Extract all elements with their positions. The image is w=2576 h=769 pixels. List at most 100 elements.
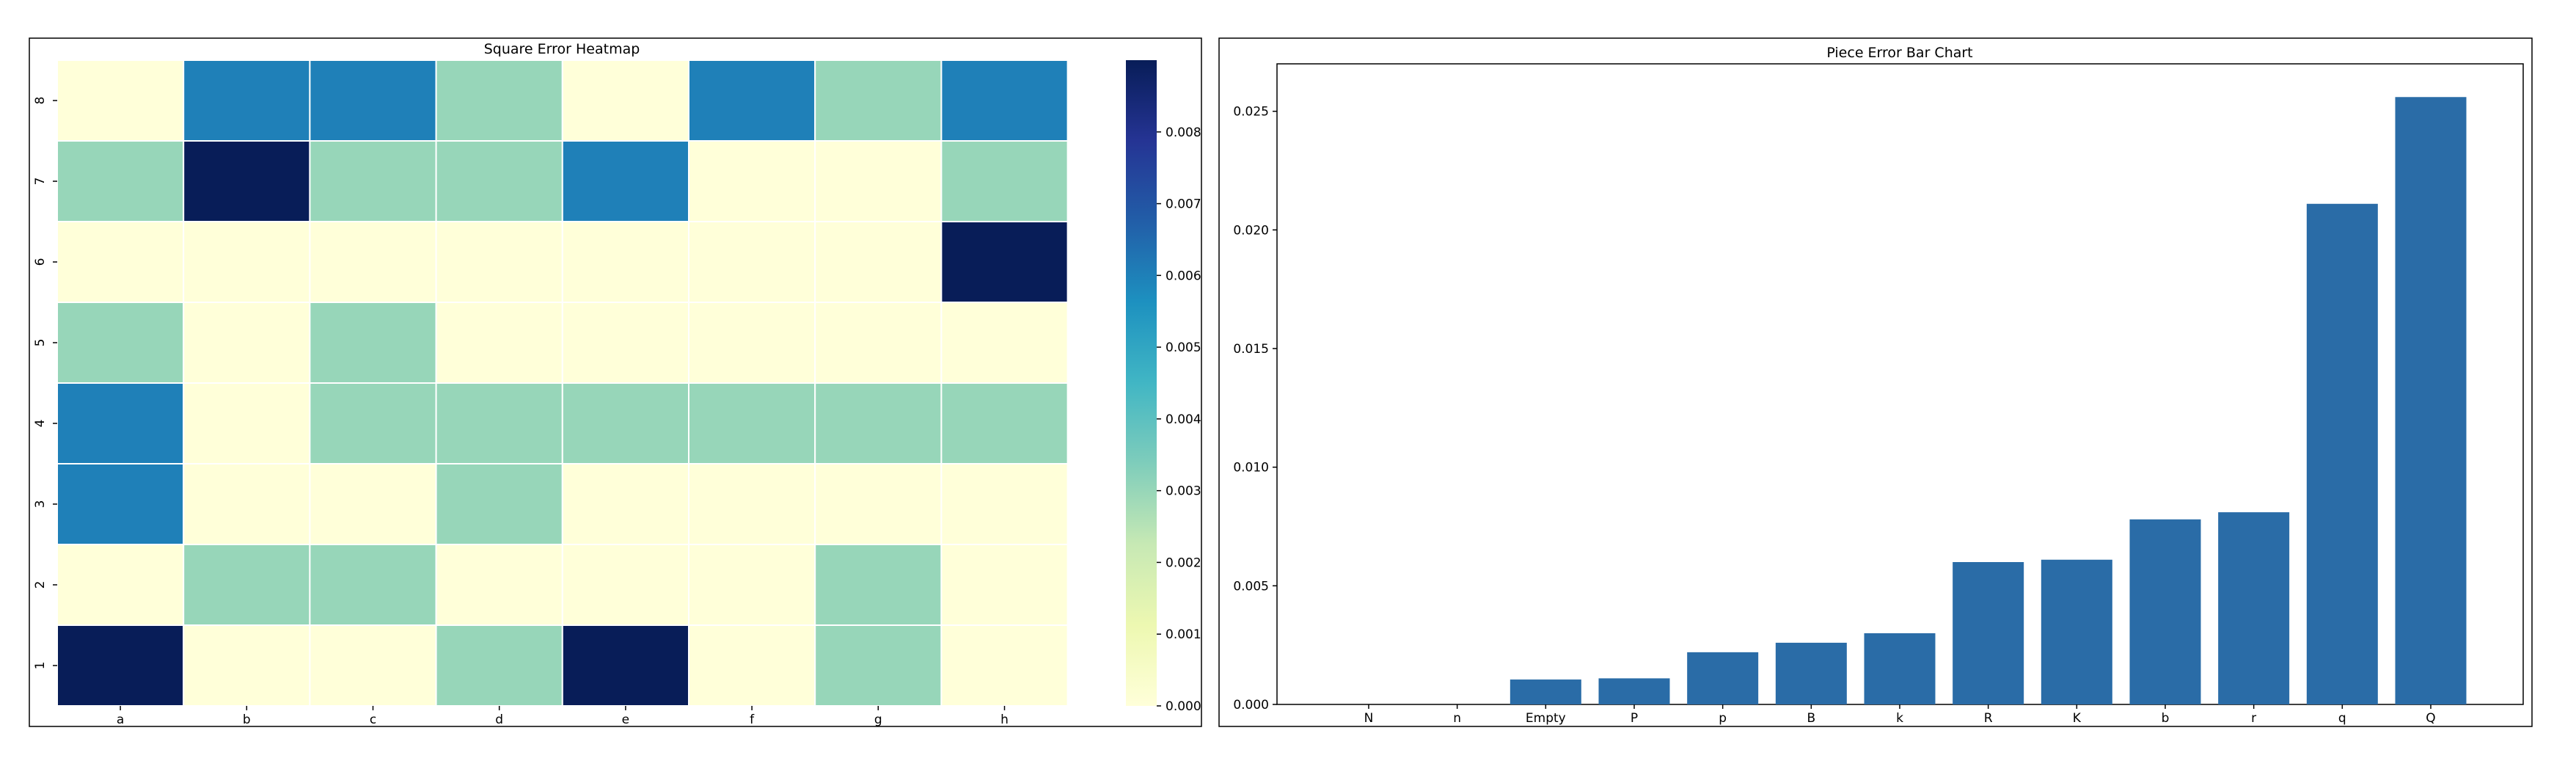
heatmap-cell-f4 xyxy=(688,382,816,464)
colorbar-tick-label: 0.005 xyxy=(1166,340,1201,355)
heatmap-cell-c8 xyxy=(309,59,437,142)
heatmap-cell-h7 xyxy=(940,140,1069,222)
heatmap-cell-g7 xyxy=(814,140,943,222)
heatmap-x-tick-label: g xyxy=(874,712,882,727)
colorbar-tick-label: 0.001 xyxy=(1166,627,1201,642)
heatmap-cell-g5 xyxy=(814,302,943,384)
heatmap-cell-h3 xyxy=(940,463,1069,545)
bar-R xyxy=(1953,562,2024,704)
heatmap-cell-h8 xyxy=(940,59,1069,142)
heatmap-cell-c3 xyxy=(309,463,437,545)
heatmap-cell-b8 xyxy=(183,59,311,142)
bar-x-tick-label: R xyxy=(1984,711,1993,726)
colorbar-tick-label: 0.003 xyxy=(1166,484,1201,499)
heatmap-y-tick-label: 1 xyxy=(33,662,48,670)
heatmap-cell-a3 xyxy=(56,463,185,545)
heatmap-x-tick-label: e xyxy=(622,712,629,727)
colorbar-tick-label: 0.007 xyxy=(1166,197,1201,212)
bar-y-tick-label: 0.025 xyxy=(1233,105,1269,120)
heatmap-x-tick-label: f xyxy=(750,712,755,727)
heatmap-y-tick-labels: 8 7 6 5 4 3 2 1 xyxy=(33,97,57,670)
heatmap-cell-h4 xyxy=(940,382,1069,464)
heatmap-cell-g3 xyxy=(814,463,943,545)
bar-panel-frame xyxy=(1218,37,2533,727)
heatmap-cell-d8 xyxy=(435,59,563,142)
heatmap-cell-b6 xyxy=(183,221,311,303)
bar-y-tick-label: 0.000 xyxy=(1233,698,1269,712)
heatmap-cell-b2 xyxy=(183,544,311,626)
heatmap-cell-e1 xyxy=(561,624,689,707)
heatmap-y-tick-label: 3 xyxy=(33,500,48,509)
heatmap-cell-a5 xyxy=(56,302,185,384)
heatmap-cell-e5 xyxy=(561,302,689,384)
heatmap-cell-a1 xyxy=(56,624,185,707)
heatmap-cell-e2 xyxy=(561,544,689,626)
bar-Empty xyxy=(1510,679,1581,704)
heatmap-cell-h2 xyxy=(940,544,1069,626)
heatmap-y-tick-label: 6 xyxy=(33,258,48,266)
colorbar-tick-label: 0.006 xyxy=(1166,269,1201,283)
heatmap-cell-b4 xyxy=(183,382,311,464)
heatmap-cell-e7 xyxy=(561,140,689,222)
colorbar-tick-label: 0.004 xyxy=(1166,412,1201,427)
bar-x-tick-label: N xyxy=(1364,711,1374,726)
heatmap-x-tick-label: c xyxy=(370,712,376,727)
bar-x-tick-label: q xyxy=(2338,711,2346,726)
heatmap-cell-d3 xyxy=(435,463,563,545)
bar-y-tick-label: 0.020 xyxy=(1233,223,1269,238)
heatmap-cell-c2 xyxy=(309,544,437,626)
heatmap-cell-h5 xyxy=(940,302,1069,384)
bar-x-tick-label: b xyxy=(2162,711,2170,726)
bar-x-tick-label: Q xyxy=(2426,711,2435,726)
heatmap-y-tick-label: 4 xyxy=(33,420,48,428)
heatmap-cell-d6 xyxy=(435,221,563,303)
heatmap-cell-f7 xyxy=(688,140,816,222)
bar-q xyxy=(2306,203,2378,704)
heatmap-cell-d1 xyxy=(435,624,563,707)
heatmap-cell-g6 xyxy=(814,221,943,303)
heatmap-cell-b1 xyxy=(183,624,311,707)
bar-x-tick-label: B xyxy=(1807,711,1815,726)
heatmap-cell-g8 xyxy=(814,59,943,142)
heatmap-x-tick-label: d xyxy=(495,712,503,727)
heatmap-cell-d5 xyxy=(435,302,563,384)
bar-r xyxy=(2218,512,2290,704)
heatmap-y-tick-label: 8 xyxy=(33,97,48,105)
heatmap-cell-b5 xyxy=(183,302,311,384)
heatmap-cell-d7 xyxy=(435,140,563,222)
bar-k xyxy=(1864,633,1936,704)
colorbar-tick-label: 0.000 xyxy=(1166,699,1201,714)
heatmap-cell-f6 xyxy=(688,221,816,303)
heatmap-cell-f1 xyxy=(688,624,816,707)
colorbar-tick-label: 0.002 xyxy=(1166,555,1201,570)
bar-y-tick-label: 0.010 xyxy=(1233,461,1269,475)
bar-y-ticks: 0.000 0.005 0.010 0.015 0.020 0.025 xyxy=(1233,105,1277,712)
colorbar xyxy=(1126,60,1157,706)
heatmap-y-tick-label: 5 xyxy=(33,339,48,347)
bar-x-tick-label: k xyxy=(1896,711,1903,726)
heatmap-cell-f8 xyxy=(688,59,816,142)
heatmap-cell-c4 xyxy=(309,382,437,464)
colorbar-tick-label: 0.008 xyxy=(1166,125,1201,140)
heatmap-x-tick-label: a xyxy=(117,712,124,727)
bar-x-tick-label: r xyxy=(2251,711,2256,726)
heatmap-cell-b3 xyxy=(183,463,311,545)
colorbar-tick-labels: 0.000 0.001 0.002 0.003 0.004 0.005 0.006 0.007… xyxy=(1157,125,1201,714)
bar-Q xyxy=(2395,97,2467,704)
bar-chart-title: Piece Error Bar Chart xyxy=(1826,45,1972,61)
bar-series xyxy=(1510,97,2467,704)
heatmap-cell-e6 xyxy=(561,221,689,303)
heatmap-cell-a6 xyxy=(56,221,185,303)
heatmap-y-tick-label: 2 xyxy=(33,581,48,589)
bar-x-tick-label: Empty xyxy=(1526,711,1566,726)
heatmap-cell-g1 xyxy=(814,624,943,707)
heatmap-cell-f2 xyxy=(688,544,816,626)
heatmap-cell-b7 xyxy=(183,140,311,222)
heatmap-cell-a7 xyxy=(56,140,185,222)
heatmap-cell-e4 xyxy=(561,382,689,464)
heatmap-cell-h6 xyxy=(940,221,1069,303)
bar-B xyxy=(1775,642,1847,704)
heatmap-cell-g4 xyxy=(814,382,943,464)
